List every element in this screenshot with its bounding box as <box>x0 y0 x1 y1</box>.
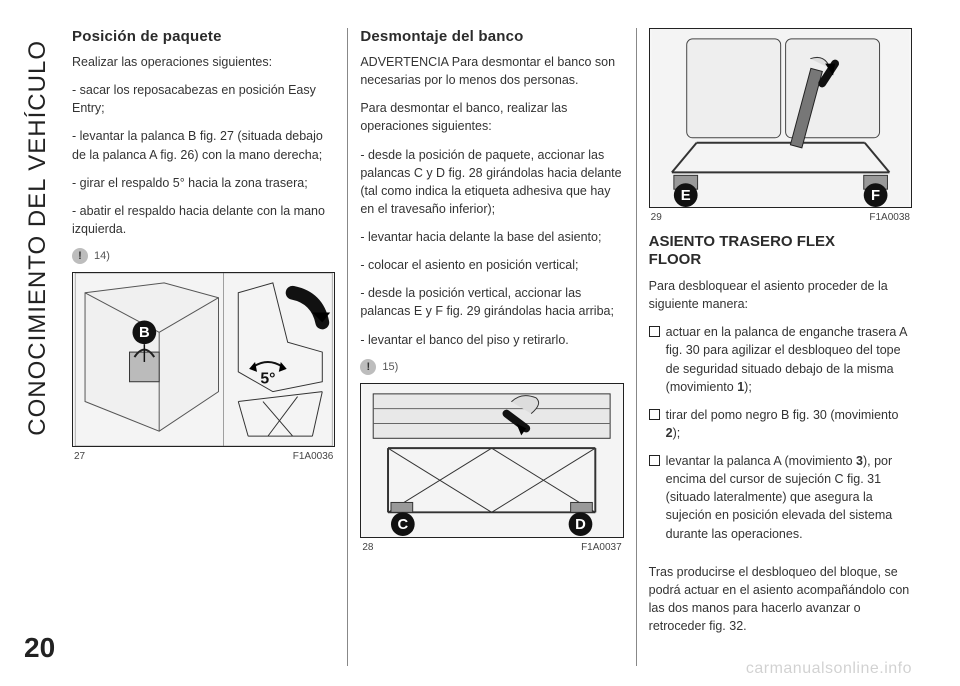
col2-p5: - colocar el asiento en posición vertica… <box>360 256 623 274</box>
figure-28-svg: C D <box>361 384 622 537</box>
square-bullet-icon <box>649 409 660 420</box>
square-bullet-icon <box>649 326 660 337</box>
fig27-number: 27 <box>74 451 85 462</box>
col3-heading-l1: ASIENTO TRASERO FLEX <box>649 233 835 250</box>
figure-27: B 5° <box>72 272 335 447</box>
col1-p2: - sacar los reposacabezas en posición Ea… <box>72 81 335 117</box>
bullet-1-text: actuar en la palanca de enganche trasera… <box>666 323 912 396</box>
fig27-code: F1A0036 <box>293 451 334 462</box>
col2-p6: - desde la posición vertical, accionar l… <box>360 284 623 320</box>
b3m: 3 <box>856 454 863 468</box>
col3-p2: Tras producirse el desbloqueo del bloque… <box>649 563 912 636</box>
fig28-code: F1A0037 <box>581 542 622 553</box>
figure-29-svg: E F <box>650 29 911 207</box>
figure-28-caption: 28 F1A0037 <box>360 542 623 553</box>
column-1: Posición de paquete Realizar las operaci… <box>72 28 347 666</box>
col2-heading: Desmontaje del banco <box>360 28 623 45</box>
column-3: E F 29 F1A0038 ASIENTO TRASERO FLEX FLOO… <box>636 28 912 666</box>
b2b: ); <box>673 426 681 440</box>
col2-p7: - levantar el banco del piso y retirarlo… <box>360 331 623 349</box>
b3a: levantar la palanca A (movimiento <box>666 454 856 468</box>
col1-heading: Posición de paquete <box>72 28 335 45</box>
fig28-number: 28 <box>362 542 373 553</box>
col2-p3: - desde la posición de paquete, accionar… <box>360 146 623 219</box>
col3-heading-l2: FLOOR <box>649 251 702 268</box>
page-number: 20 <box>24 632 55 664</box>
svg-text:D: D <box>575 517 586 533</box>
col3-bullets: actuar en la palanca de enganche trasera… <box>649 323 912 552</box>
bullet-2-text: tirar del pomo negro B fig. 30 (movimien… <box>666 406 912 442</box>
svg-text:F: F <box>871 188 880 204</box>
fig29-number: 29 <box>651 212 662 223</box>
figure-28: C D <box>360 383 623 538</box>
fig29-code: F1A0038 <box>869 212 910 223</box>
col1-p4: - girar el respaldo 5° hacia la zona tra… <box>72 174 335 192</box>
col2-p2: Para desmontar el banco, realizar las op… <box>360 99 623 135</box>
bullet-3-text: levantar la palanca A (movimiento 3), po… <box>666 452 912 543</box>
col1-warning-ref: 14) <box>94 250 110 262</box>
col1-p5: - abatir el respaldo hacia delante con l… <box>72 202 335 238</box>
figure-27-svg: B 5° <box>73 273 334 446</box>
figure-29: E F <box>649 28 912 208</box>
col1-p1: Realizar las operaciones siguientes: <box>72 53 335 71</box>
section-side-label: CONOCIMIENTO DEL VEHÍCULO <box>24 40 52 436</box>
svg-text:B: B <box>139 325 150 341</box>
content-columns: Posición de paquete Realizar las operaci… <box>72 28 912 666</box>
warning-icon: ! <box>72 248 88 264</box>
manual-page: CONOCIMIENTO DEL VEHÍCULO 20 carmanualso… <box>0 0 960 686</box>
svg-text:E: E <box>680 188 690 204</box>
col1-warning: ! 14) <box>72 248 335 264</box>
bullet-3: levantar la palanca A (movimiento 3), po… <box>649 452 912 543</box>
b2a: tirar del pomo negro B fig. 30 (movimien… <box>666 408 899 422</box>
figure-27-caption: 27 F1A0036 <box>72 451 335 462</box>
col2-p4: - levantar hacia delante la base del asi… <box>360 228 623 246</box>
svg-text:C: C <box>398 517 409 533</box>
svg-text:5°: 5° <box>260 371 275 388</box>
column-2: Desmontaje del banco ADVERTENCIA Para de… <box>347 28 635 666</box>
col3-p1: Para desbloquear el asiento proceder de … <box>649 277 912 313</box>
warning-icon: ! <box>360 359 376 375</box>
col2-warning: ! 15) <box>360 359 623 375</box>
b2m: 2 <box>666 426 673 440</box>
b1a: actuar en la palanca de enganche trasera… <box>666 325 907 393</box>
col2-p1: ADVERTENCIA Para desmontar el banco son … <box>360 53 623 89</box>
b1b: ); <box>744 380 752 394</box>
col1-p3: - levantar la palanca B fig. 27 (situada… <box>72 127 335 163</box>
square-bullet-icon <box>649 455 660 466</box>
col2-warning-ref: 15) <box>382 361 398 373</box>
bullet-1: actuar en la palanca de enganche trasera… <box>649 323 912 396</box>
bullet-2: tirar del pomo negro B fig. 30 (movimien… <box>649 406 912 442</box>
col3-heading: ASIENTO TRASERO FLEX FLOOR <box>649 233 912 269</box>
figure-29-caption: 29 F1A0038 <box>649 212 912 223</box>
